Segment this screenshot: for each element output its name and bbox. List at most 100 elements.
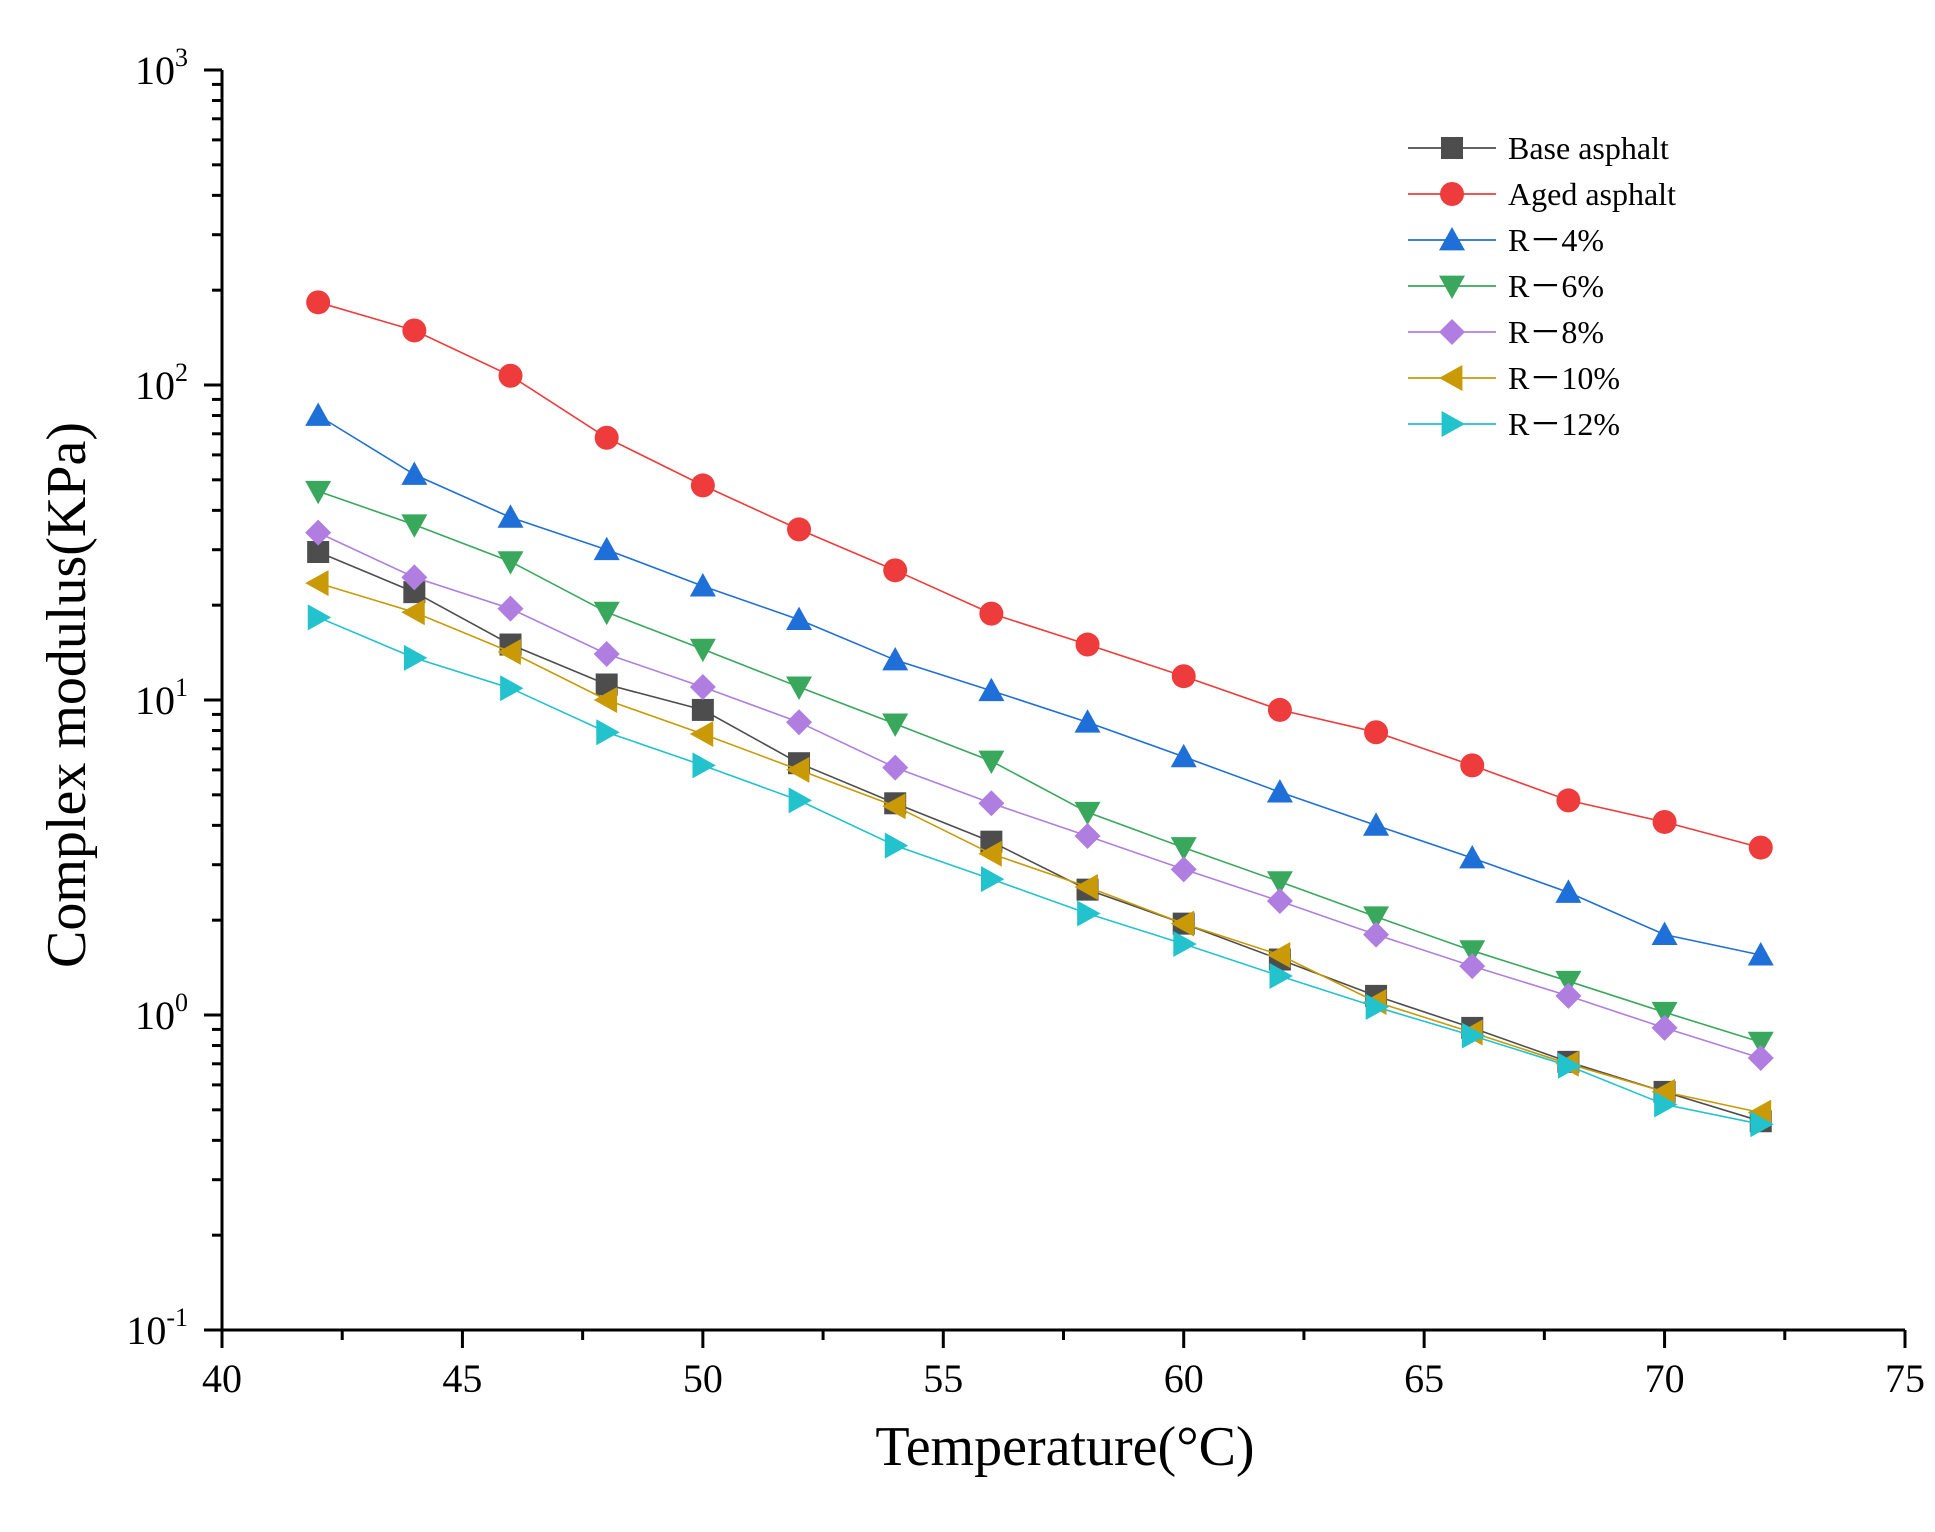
y-tick-label: 101 — [135, 673, 188, 723]
data-point — [978, 750, 1005, 775]
data-point — [1747, 1045, 1774, 1072]
data-point — [1651, 1014, 1678, 1041]
legend-marker — [1439, 365, 1463, 391]
data-point — [1171, 664, 1196, 689]
data-point — [1365, 994, 1390, 1021]
data-point — [305, 570, 329, 597]
data-point — [305, 519, 332, 546]
data-point — [786, 756, 810, 783]
y-axis-title: Complex modulus(KPa) — [36, 422, 98, 968]
data-point — [786, 606, 813, 630]
series-line — [317, 301, 1761, 849]
data-point — [786, 676, 813, 700]
data-point — [1363, 921, 1390, 948]
data-point — [691, 698, 714, 721]
data-point — [788, 787, 813, 814]
data-point — [979, 601, 1004, 626]
series-r-4 — [305, 402, 1774, 966]
data-point — [1173, 931, 1197, 958]
series-aged-asphalt — [306, 290, 1773, 860]
data-point — [497, 639, 521, 666]
data-point — [401, 564, 428, 591]
legend-entry: Aged asphalt — [1408, 176, 1676, 212]
tick-marks: 40 45 50 55 60 65 70 75 10-1 100 101 102 103 — [126, 43, 1925, 1401]
data-point — [1267, 697, 1292, 722]
data-point — [1074, 801, 1101, 826]
data-point — [594, 425, 619, 450]
data-point — [401, 461, 428, 485]
y-tick-label: 100 — [135, 988, 188, 1038]
data-point — [305, 480, 332, 505]
x-axis-title: Temperature(°C) — [875, 1416, 1254, 1478]
data-point — [1750, 1111, 1774, 1138]
data-point — [593, 536, 620, 561]
legend-entry: R－8% — [1408, 314, 1604, 350]
legend-marker — [1439, 275, 1465, 299]
data-point — [403, 581, 426, 604]
data-point — [593, 640, 620, 667]
data-point — [1074, 873, 1098, 900]
axes — [220, 70, 1905, 1332]
x-tick-label: 55 — [923, 1356, 963, 1401]
data-point — [1266, 888, 1293, 915]
data-point — [401, 514, 428, 538]
data-point — [1555, 982, 1582, 1009]
series-line — [317, 414, 1761, 956]
legend: Base asphalt Aged asphalt R－4% R－6% R－8% R－10… — [1408, 130, 1676, 442]
data-point — [305, 402, 332, 426]
legend-label: R－12% — [1508, 406, 1620, 442]
data-point — [1747, 942, 1774, 966]
data-point — [1269, 962, 1293, 989]
data-point — [1460, 753, 1485, 778]
data-point — [1748, 835, 1773, 860]
data-point — [593, 601, 620, 626]
y-tick-label: 103 — [135, 43, 188, 93]
data-point — [1364, 720, 1389, 745]
series-r-8 — [305, 519, 1774, 1072]
data-point — [689, 673, 716, 700]
data-point — [1170, 856, 1197, 883]
data-point — [1555, 879, 1582, 903]
x-tick-label: 65 — [1404, 1356, 1444, 1401]
data-point — [1459, 845, 1486, 869]
data-point — [497, 595, 524, 622]
data-point — [1654, 1091, 1678, 1118]
data-point — [403, 644, 428, 671]
series-group — [305, 290, 1774, 1138]
data-point — [978, 790, 1005, 817]
legend-label: R－8% — [1508, 314, 1604, 350]
data-point — [883, 558, 908, 583]
series-line — [317, 531, 1761, 1059]
legend-marker — [1439, 319, 1465, 345]
data-point — [882, 713, 909, 737]
data-point — [882, 754, 909, 781]
data-point — [1556, 788, 1581, 813]
y-tick-label: 102 — [135, 358, 188, 408]
legend-marker — [1441, 137, 1463, 159]
data-point — [689, 638, 716, 663]
series-r-10 — [305, 570, 1772, 1126]
data-point — [1558, 1052, 1582, 1079]
legend-label: R－6% — [1508, 268, 1604, 304]
data-point — [596, 719, 620, 746]
legend-label: Aged asphalt — [1508, 176, 1676, 212]
data-point — [1651, 1001, 1678, 1026]
legend-entry: R－6% — [1408, 268, 1604, 304]
data-point — [307, 541, 330, 564]
legend-entry: R－10% — [1408, 360, 1620, 396]
data-point — [1266, 942, 1291, 969]
data-point — [402, 318, 427, 343]
data-point — [1747, 1099, 1772, 1126]
data-point — [1074, 709, 1101, 733]
series-r-12 — [307, 604, 1774, 1138]
series-line — [317, 582, 1761, 1114]
data-point — [1266, 779, 1293, 803]
x-tick-label: 45 — [442, 1356, 482, 1401]
data-point — [1363, 812, 1390, 836]
legend-entry: R－12% — [1408, 406, 1620, 442]
series-line — [317, 616, 1761, 1125]
x-tick-label: 75 — [1885, 1356, 1925, 1401]
data-point — [498, 363, 523, 388]
